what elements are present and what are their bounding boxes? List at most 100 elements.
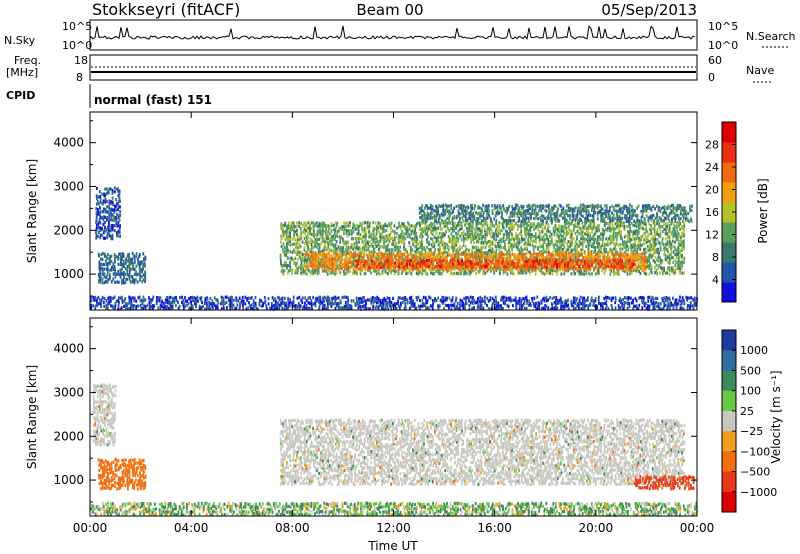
power-cell xyxy=(531,211,534,216)
power-cell xyxy=(515,221,517,226)
power-cell xyxy=(110,259,113,264)
power-cell xyxy=(618,229,621,234)
power-cell xyxy=(643,254,646,258)
power-cell xyxy=(279,258,282,263)
power-cell xyxy=(299,226,302,231)
power-cell xyxy=(300,266,302,271)
power-cell xyxy=(581,221,584,225)
power-cell xyxy=(649,227,651,231)
power-cell xyxy=(593,267,595,272)
power-cell xyxy=(625,260,628,264)
power-cell xyxy=(347,251,350,255)
power-cell xyxy=(450,246,453,250)
power-cell xyxy=(513,207,516,211)
power-cell xyxy=(556,248,559,252)
power-cell xyxy=(658,264,660,268)
power-cell xyxy=(592,227,595,231)
power-cell xyxy=(615,261,618,266)
power-cell xyxy=(373,227,376,231)
power-cell xyxy=(421,219,424,223)
power-cell xyxy=(643,268,645,272)
power-cell xyxy=(442,254,445,258)
power-cell xyxy=(282,250,285,254)
power-cell xyxy=(625,257,628,261)
power-cell xyxy=(287,250,289,254)
power-cell xyxy=(556,214,559,218)
power-cell xyxy=(385,255,388,259)
power-cell xyxy=(393,272,396,276)
power-cell xyxy=(537,227,539,231)
power-cell xyxy=(133,278,135,282)
power-cell xyxy=(474,230,477,234)
power-cell xyxy=(451,237,454,241)
power-cell xyxy=(533,239,536,243)
power-cell xyxy=(279,255,282,260)
power-cell xyxy=(381,226,384,230)
power-cell xyxy=(666,248,669,252)
power-cell xyxy=(495,232,498,237)
power-cell xyxy=(528,269,530,273)
power-cell xyxy=(287,226,290,230)
power-cell xyxy=(522,212,525,216)
power-cell xyxy=(565,265,568,269)
power-cell xyxy=(620,230,622,234)
power-cell xyxy=(567,214,569,218)
power-cell xyxy=(352,222,355,226)
power-cell xyxy=(440,265,443,269)
power-cell xyxy=(550,255,553,259)
power-cell xyxy=(130,267,132,272)
power-cell xyxy=(482,245,484,249)
power-cell xyxy=(444,242,447,246)
power-cell xyxy=(499,238,502,242)
power-cell xyxy=(452,252,454,256)
power-cell xyxy=(491,250,493,254)
power-cell xyxy=(493,243,496,247)
power-cell xyxy=(634,256,637,260)
power-cell xyxy=(345,224,347,228)
power-cell xyxy=(404,250,407,254)
power-cell xyxy=(593,257,595,261)
power-cell xyxy=(458,267,461,271)
power-cell xyxy=(411,229,414,233)
power-cell xyxy=(603,258,606,262)
power-cell xyxy=(618,232,621,236)
power-cell xyxy=(316,255,319,259)
power-cell xyxy=(366,259,369,263)
power-cell xyxy=(312,265,315,269)
power-cell xyxy=(328,255,331,259)
power-cell xyxy=(563,259,566,263)
power-cell xyxy=(440,221,443,225)
power-cell xyxy=(295,242,297,246)
power-cell xyxy=(327,268,329,272)
power-cell xyxy=(518,212,521,216)
power-cell xyxy=(345,231,348,236)
power-cell xyxy=(98,213,101,217)
power-cell xyxy=(666,221,669,226)
power-cell xyxy=(648,259,651,263)
nsearch-tick-top: 10^5 xyxy=(708,20,738,33)
power-cell xyxy=(297,268,299,273)
power-cell xyxy=(448,229,451,233)
power-cell xyxy=(319,261,322,266)
power-cell xyxy=(618,254,620,258)
power-cell xyxy=(419,245,422,249)
power-cell xyxy=(488,209,490,213)
power-cell xyxy=(457,237,460,241)
power-cell xyxy=(345,250,348,254)
power-cell xyxy=(309,271,312,275)
power-cell xyxy=(620,237,622,241)
power-cell xyxy=(372,259,375,263)
power-cell xyxy=(669,240,671,244)
power-cell xyxy=(631,255,633,259)
power-cell xyxy=(536,256,538,260)
power-cell xyxy=(553,257,556,262)
power-cell xyxy=(344,266,346,270)
power-cell xyxy=(108,223,110,227)
power-cell xyxy=(525,252,528,256)
power-cell xyxy=(595,240,598,245)
power-cell xyxy=(586,259,589,264)
power-cell xyxy=(310,243,313,247)
power-cell xyxy=(638,258,641,262)
power-cell xyxy=(628,258,631,262)
power-cell xyxy=(325,264,328,268)
